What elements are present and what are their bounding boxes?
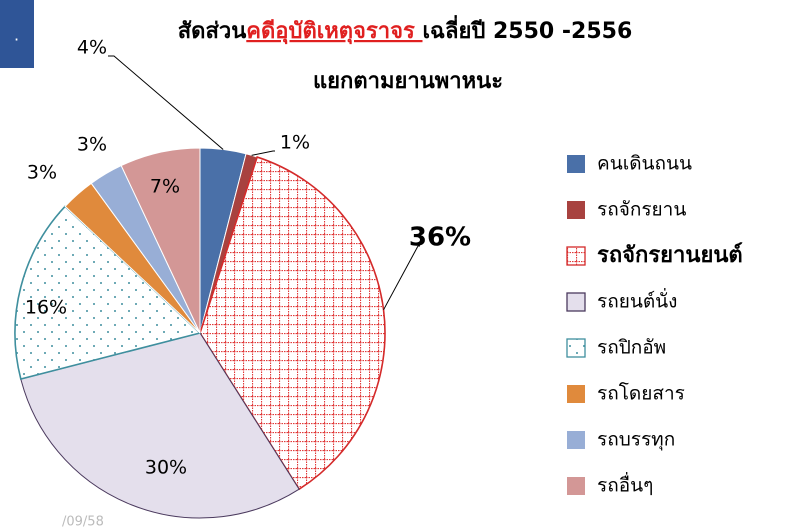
legend-label: รถปิกอัพ — [597, 337, 666, 359]
chart-subtitle: แยกตามยานพาหนะ — [313, 69, 503, 94]
legend-label: รถจักรยานยนต์ — [597, 242, 743, 268]
pie-slice — [14, 205, 202, 380]
legend-swatch — [567, 201, 585, 219]
data-label: 3% — [77, 134, 107, 156]
legend-swatch — [566, 338, 586, 358]
legend-swatch — [567, 431, 585, 449]
title-part: สัดส่วน — [178, 19, 247, 44]
title-part: คดีอุบัติเหตุจราจร — [246, 19, 422, 45]
leader-line — [383, 245, 420, 311]
legend-swatch — [567, 477, 585, 495]
chart-title: สัดส่วนคดีอุบัติเหตุจราจร เฉลี่ยปี 2550 … — [178, 14, 633, 45]
data-label: 4% — [77, 37, 107, 59]
legend-swatch — [567, 155, 585, 173]
corner-box — [0, 0, 34, 68]
corner-dot: . — [14, 26, 19, 45]
legend-swatch — [566, 292, 586, 312]
legend-swatch — [567, 385, 585, 403]
legend-label: รถบรรทุก — [597, 429, 675, 452]
legend-label: คนเดินถนน — [597, 153, 692, 175]
leader-line — [108, 55, 224, 150]
date: /09/58 — [62, 515, 104, 528]
data-label: 30% — [145, 457, 187, 479]
data-label: 36% — [409, 223, 471, 253]
legend-label: รถโดยสาร — [597, 382, 685, 405]
data-label: 1% — [280, 132, 310, 154]
legend-label: รถจักรยาน — [597, 199, 686, 221]
pie-slice — [199, 156, 386, 491]
leader-line — [251, 150, 275, 156]
pie-slice — [120, 147, 201, 334]
legend-label: รถอื่นๆ — [597, 472, 653, 497]
pie-slice — [20, 332, 300, 519]
data-label: 7% — [150, 176, 180, 198]
title-part: เฉลี่ยปี 2550 -2556 — [423, 14, 633, 44]
data-label: 3% — [27, 162, 57, 184]
data-label: 16% — [25, 297, 67, 319]
legend-swatch — [566, 246, 586, 266]
legend-label: รถยนต์นั่ง — [597, 288, 677, 313]
